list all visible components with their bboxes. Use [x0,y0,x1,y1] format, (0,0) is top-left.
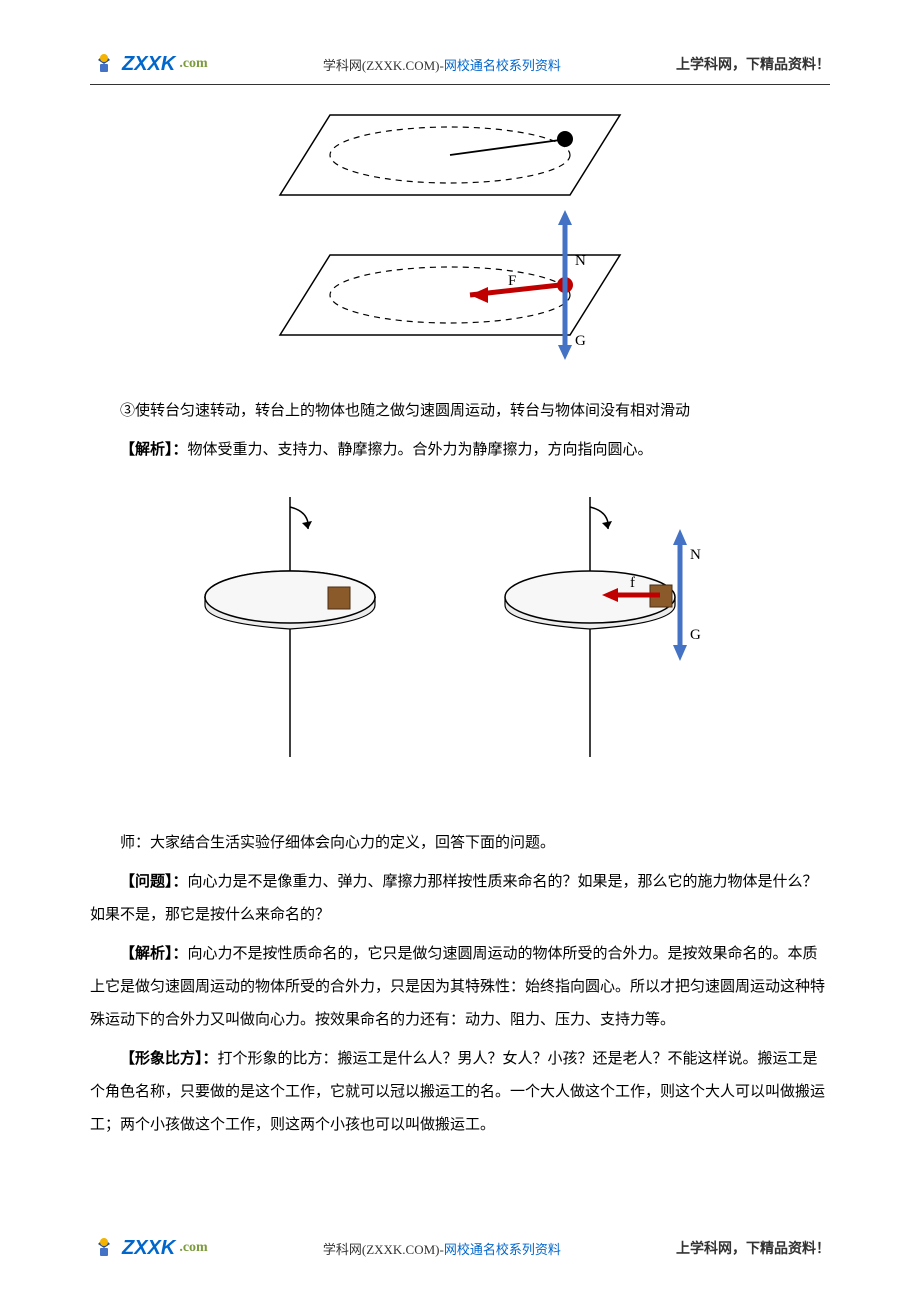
problem3-line: ③使转台匀速转动，转台上的物体也随之做匀速圆周运动，转台与物体间没有相对滑动 [90,395,830,428]
footer-center: 学科网(ZXXK.COM)-网校通名校系列资料 [323,1239,561,1258]
footer-logo: ZXXK .com [90,1234,208,1262]
analysis1-line: 【解析】：物体受重力、支持力、静摩擦力。合外力为静摩擦力，方向指向圆心。 [90,434,830,467]
label-f: f [630,575,635,591]
footer-right: 上学科网，下精品资料！ [676,1238,830,1258]
question-para: 【问题】：向心力是不是像重力、弹力、摩擦力那样按性质来命名的？如果是，那么它的施… [90,866,830,932]
label-F: F [508,273,516,289]
label-G2: G [690,627,701,643]
teacher-line: 师：大家结合生活实验仔细体会向心力的定义，回答下面的问题。 [90,827,830,860]
analysis2-para: 【解析】：向心力不是按性质命名的，它只是做匀速圆周运动的物体所受的合外力。是按效… [90,938,830,1037]
header-right: 上学科网，下精品资料！ [676,54,830,74]
analysis2-text: 向心力不是按性质命名的，它只是做匀速圆周运动的物体所受的合外力。是按效果命名的。… [90,946,825,1028]
turntable-right: f N G [480,487,740,767]
diagram-plane-pair: F N G [90,105,830,365]
analysis2-tag: 【解析】： [120,946,188,962]
footer-center-prefix: 学科网(ZXXK.COM)- [323,1242,444,1257]
label-G: G [575,333,586,349]
header-center: 学科网(ZXXK.COM)-网校通名校系列资料 [323,55,561,74]
header-center-blue: 网校通名校系列资料 [444,58,561,73]
footer-center-blue: 网校通名校系列资料 [444,1242,561,1257]
footer-logo-icon [90,1234,118,1262]
logo-icon [90,50,118,78]
question-text: 向心力是不是像重力、弹力、摩擦力那样按性质来命名的？如果是，那么它的施力物体是什… [90,874,818,923]
problem3-text: 使转台匀速转动，转台上的物体也随之做匀速圆周运动，转台与物体间没有相对滑动 [135,403,690,419]
analogy-para: 【形象比方】：打个形象的比方：搬运工是什么人？男人？女人？小孩？还是老人？不能这… [90,1043,830,1142]
diagram-turntable-pair: f N G [90,487,830,767]
label-N: N [575,253,586,269]
logo-text: ZXXK [122,53,175,76]
content-body: F N G ③使转台匀速转动，转台上的物体也随之做匀速圆周运动，转台与物体间没有… [90,105,830,1142]
footer-logo-text: ZXXK [122,1237,175,1260]
logo-ext: .com [179,56,207,72]
header-center-prefix: 学科网(ZXXK.COM)- [323,58,444,73]
turntable-left [180,487,400,767]
problem3-label: ③ [120,403,135,419]
analogy-tag: 【形象比方】： [120,1051,218,1067]
analysis1-text: 物体受重力、支持力、静摩擦力。合外力为静摩擦力，方向指向圆心。 [188,442,653,458]
page: ZXXK .com 学科网(ZXXK.COM)-网校通名校系列资料 上学科网，下… [0,0,920,1302]
analysis1-tag: 【解析】： [120,442,188,458]
label-N2: N [690,547,701,563]
logo: ZXXK .com [90,50,208,78]
page-header: ZXXK .com 学科网(ZXXK.COM)-网校通名校系列资料 上学科网，下… [90,50,830,85]
plane-diagram-svg: F N G [250,105,670,365]
page-footer: ZXXK .com 学科网(ZXXK.COM)-网校通名校系列资料 上学科网，下… [90,1234,830,1262]
footer-logo-ext: .com [179,1240,207,1256]
question-tag: 【问题】： [120,874,188,890]
